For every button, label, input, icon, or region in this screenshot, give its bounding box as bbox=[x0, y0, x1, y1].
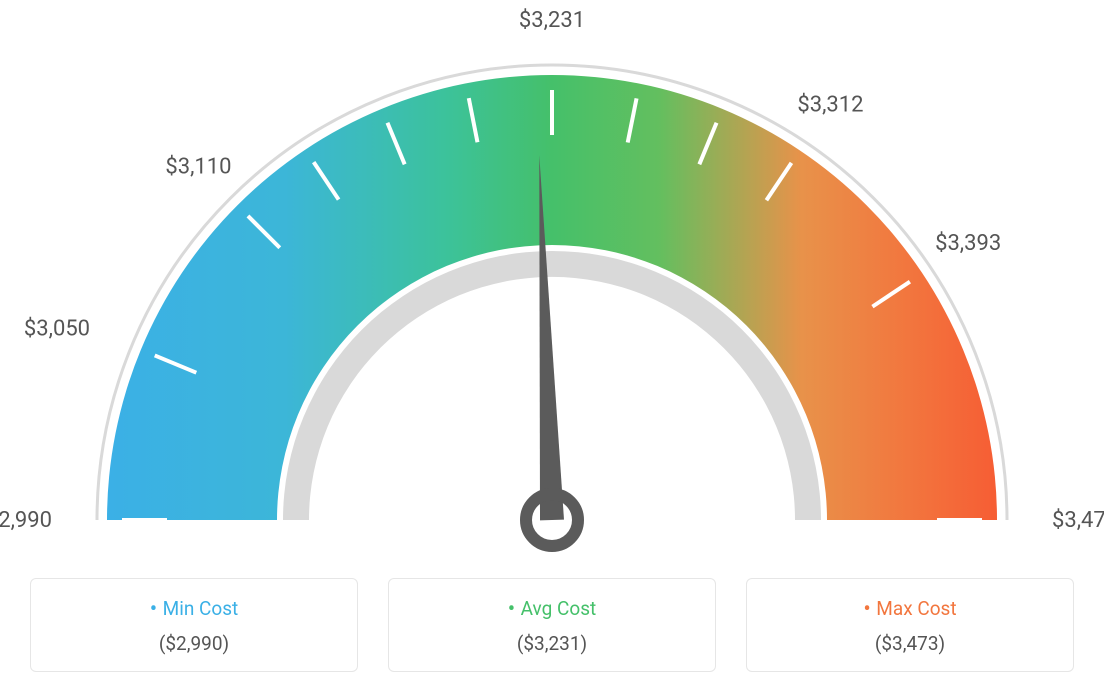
gauge-tick-label: $3,473 bbox=[1052, 508, 1104, 533]
gauge-tick-label: $3,110 bbox=[165, 154, 231, 179]
legend-title-min: Min Cost bbox=[41, 597, 347, 622]
gauge-tick-label: $2,990 bbox=[0, 508, 52, 533]
gauge-chart: $2,990 $3,050 $3,110 $3,231 $3,312 $3,393 $3,4… bbox=[0, 0, 1104, 570]
legend-value-avg: ($3,231) bbox=[399, 632, 705, 655]
legend-card-max: Max Cost ($3,473) bbox=[746, 578, 1074, 672]
gauge-tick-label: $3,312 bbox=[797, 93, 863, 118]
gauge-tick-label: $3,050 bbox=[24, 317, 90, 342]
legend-value-max: ($3,473) bbox=[757, 632, 1063, 655]
gauge-tick-label: $3,393 bbox=[935, 231, 1001, 256]
legend-title-avg: Avg Cost bbox=[399, 597, 705, 622]
cost-gauge-container: $2,990 $3,050 $3,110 $3,231 $3,312 $3,393 $3,4… bbox=[0, 0, 1104, 690]
legend-title-max: Max Cost bbox=[757, 597, 1063, 622]
legend-value-min: ($2,990) bbox=[41, 632, 347, 655]
legend-card-avg: Avg Cost ($3,231) bbox=[388, 578, 716, 672]
gauge-tick-label: $3,231 bbox=[519, 8, 585, 33]
legend-card-min: Min Cost ($2,990) bbox=[30, 578, 358, 672]
legend-row: Min Cost ($2,990) Avg Cost ($3,231) Max … bbox=[30, 578, 1074, 672]
